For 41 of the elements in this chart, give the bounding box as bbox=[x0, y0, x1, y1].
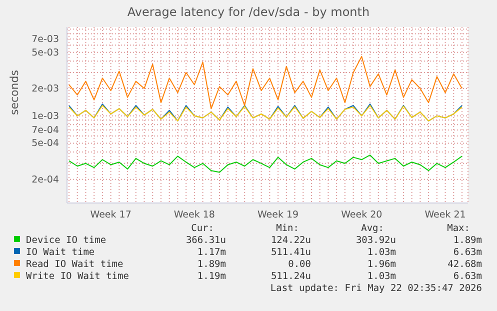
x-tick-label: Week 20 bbox=[341, 210, 382, 221]
text: 124.22u bbox=[270, 235, 311, 246]
x-tick-label: Week 21 bbox=[424, 210, 466, 221]
y-tick-label: 7e-03 bbox=[32, 34, 59, 46]
text: 0.00 bbox=[288, 259, 312, 270]
text: 1.17m bbox=[197, 247, 226, 258]
x-tick-label: Week 19 bbox=[257, 210, 299, 221]
y-tick-label: 2e-03 bbox=[32, 84, 59, 95]
text: 42.68m bbox=[448, 259, 482, 270]
text: Min: bbox=[276, 223, 299, 234]
legend-label: Read IO Wait time bbox=[26, 259, 124, 270]
text: 6.63m bbox=[453, 271, 482, 282]
text: Max: bbox=[447, 223, 470, 234]
text: 1.96m bbox=[367, 259, 396, 270]
text: 1.89m bbox=[453, 235, 482, 246]
legend-label: IO Wait time bbox=[26, 247, 95, 258]
text: Avg: bbox=[361, 223, 384, 234]
x-tick-label: Week 17 bbox=[90, 210, 132, 221]
legend-label: Write IO Wait time bbox=[26, 271, 130, 282]
legend-label: Device IO time bbox=[26, 235, 106, 246]
line-series bbox=[68, 56, 462, 110]
text: 303.92u bbox=[356, 235, 396, 246]
chart-title: Average latency for /dev/sda - by month bbox=[126, 5, 371, 19]
y-axis-title: seconds bbox=[8, 70, 21, 115]
text: 6.63m bbox=[453, 247, 482, 258]
line-series bbox=[68, 154, 462, 173]
text: 511.24u bbox=[270, 271, 311, 282]
y-tick-label: 5e-04 bbox=[32, 138, 59, 150]
text: Last update: Fri May 22 02:35:47 2026 bbox=[270, 283, 482, 294]
text: Cur: bbox=[191, 223, 214, 234]
text: 1.03m bbox=[367, 247, 396, 258]
y-tick-label: 2e-04 bbox=[32, 174, 59, 186]
x-tick-label: Week 18 bbox=[174, 210, 215, 221]
text: 511.41u bbox=[270, 247, 311, 258]
y-tick-label: 5e-03 bbox=[32, 47, 59, 58]
text: 366.31u bbox=[186, 235, 226, 246]
text: 1.19m bbox=[197, 271, 226, 282]
text: 1.89m bbox=[197, 259, 226, 270]
text: 1.03m bbox=[367, 271, 396, 282]
y-tick-label: 7e-04 bbox=[32, 124, 59, 136]
y-tick-label: 1e-03 bbox=[32, 110, 59, 122]
